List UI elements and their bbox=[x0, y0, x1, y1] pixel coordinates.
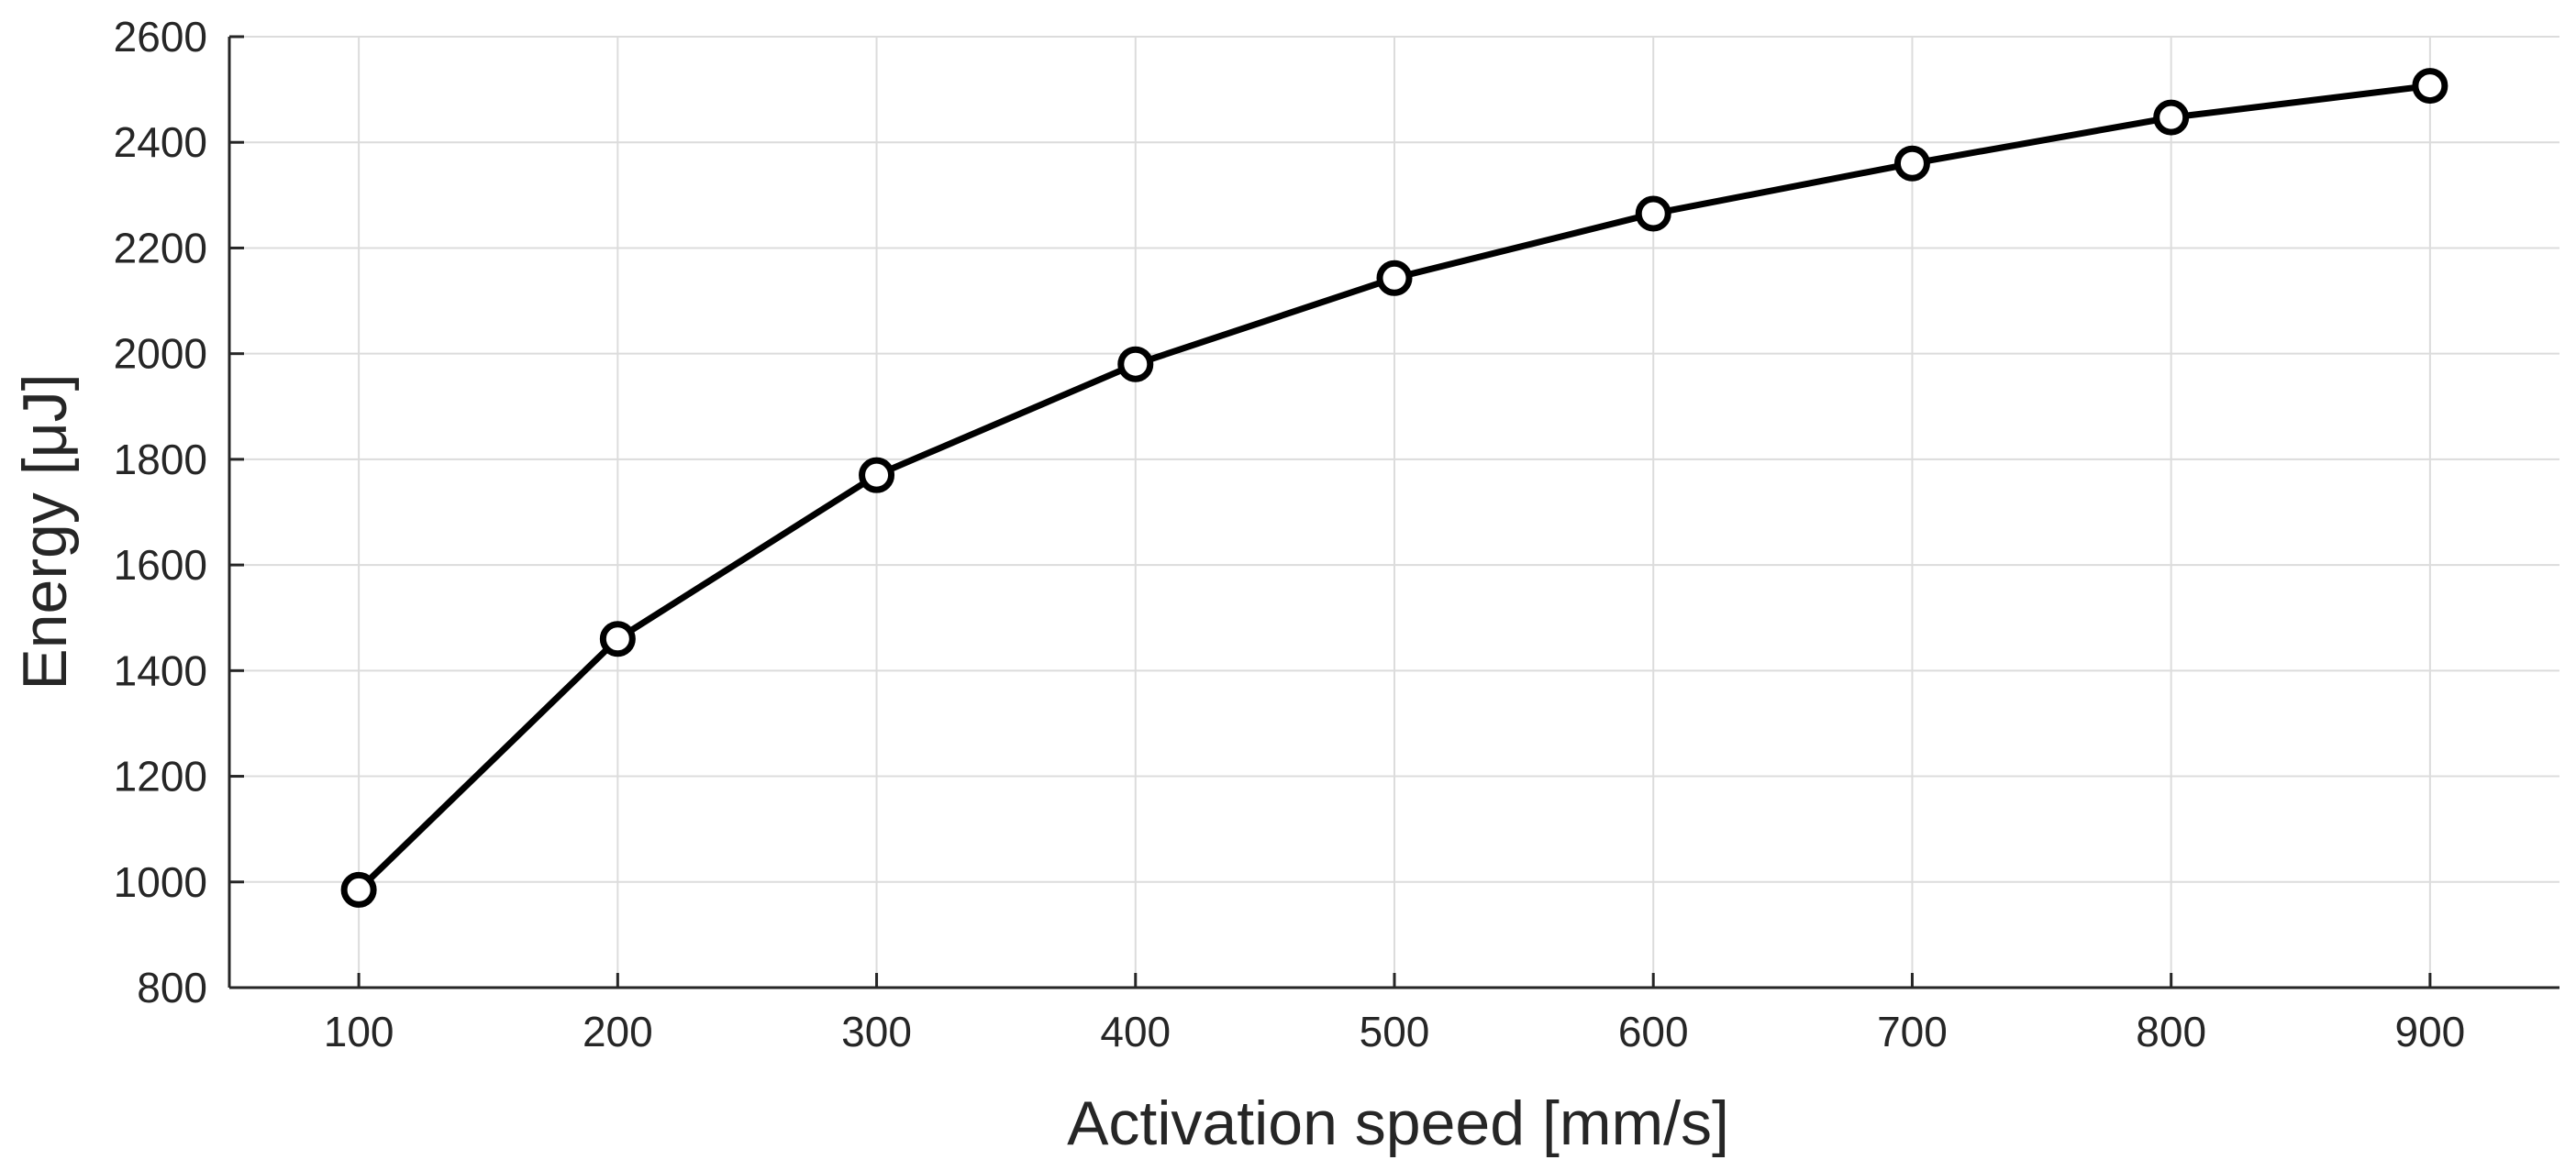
y-tick-label: 2400 bbox=[114, 118, 207, 166]
grid bbox=[229, 36, 2559, 989]
data-point bbox=[859, 457, 895, 493]
y-tick-label: 2600 bbox=[114, 13, 207, 61]
x-tick-label: 200 bbox=[583, 1008, 653, 1055]
data-point bbox=[340, 871, 377, 908]
data-point bbox=[1376, 260, 1413, 296]
x-tick-label: 400 bbox=[1100, 1008, 1171, 1055]
y-tick-label: 2200 bbox=[114, 224, 207, 271]
data-point bbox=[1635, 195, 1671, 232]
y-axis-title: Energy [μJ] bbox=[10, 373, 80, 690]
y-tick-label: 1800 bbox=[114, 436, 207, 483]
y-tick-label: 2000 bbox=[114, 330, 207, 378]
x-tick-label: 100 bbox=[324, 1008, 394, 1055]
x-tick-label: 900 bbox=[2395, 1008, 2466, 1055]
tick-labels: 100 200 300 400 500 600 700 800 900 800 1000 1200 14… bbox=[114, 13, 2466, 1055]
x-tick-label: 700 bbox=[1877, 1008, 1948, 1055]
x-tick-label: 500 bbox=[1360, 1008, 1430, 1055]
y-tick-label: 1000 bbox=[114, 858, 207, 906]
y-tick-label: 1400 bbox=[114, 646, 207, 694]
x-tick-label: 800 bbox=[2136, 1008, 2206, 1055]
data-point bbox=[2153, 99, 2190, 136]
y-tick-label: 1200 bbox=[114, 753, 207, 801]
data-point bbox=[599, 621, 636, 657]
data-point bbox=[1893, 145, 1930, 182]
data-series bbox=[340, 68, 2448, 908]
x-tick-label: 300 bbox=[841, 1008, 912, 1055]
data-point bbox=[2412, 68, 2448, 105]
data-point bbox=[1117, 346, 1154, 382]
y-tick-label: 800 bbox=[137, 964, 207, 1011]
axes bbox=[228, 35, 2559, 989]
x-tick-label: 600 bbox=[1618, 1008, 1689, 1055]
y-tick-label: 1600 bbox=[114, 541, 207, 589]
x-axis-title: Activation speed [mm/s] bbox=[1067, 1088, 1729, 1158]
